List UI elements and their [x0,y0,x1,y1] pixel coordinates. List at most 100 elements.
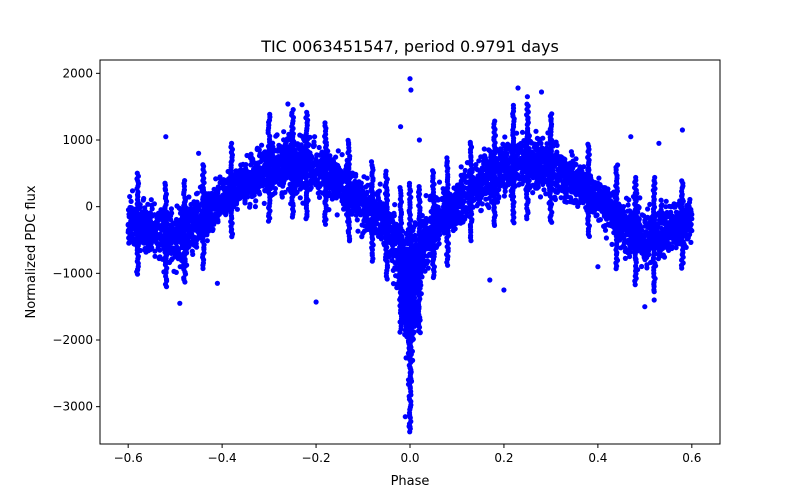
data-point [297,167,303,174]
data-point [143,236,150,242]
data-point [248,162,254,168]
data-point [455,216,461,222]
data-point [439,195,445,202]
data-point [568,195,574,201]
data-point [276,173,282,179]
data-point [213,217,219,223]
data-point [601,224,607,230]
data-point [314,152,320,158]
data-point [637,195,643,201]
data-point [216,197,222,203]
data-point [558,195,564,201]
data-point [645,206,651,212]
data-point [194,218,200,224]
data-point [335,148,341,154]
data-point [505,165,511,171]
data-point [663,214,669,221]
data-point [330,167,336,173]
data-point [359,234,365,240]
data-point [359,222,365,228]
data-point [234,206,240,212]
data-point [625,208,631,214]
data-point [190,237,196,243]
data-point [543,191,549,197]
data-point [644,243,650,249]
data-point [261,150,267,156]
data-point [597,183,604,189]
data-point [519,129,526,135]
data-point [533,128,539,134]
data-point [168,257,175,263]
data-point [261,154,267,160]
data-point [390,247,396,253]
data-point [479,201,485,207]
data-point [462,167,468,174]
data-point [127,239,133,245]
data-point [539,159,545,165]
data-point [378,234,384,240]
data-point [688,239,694,245]
data-point [218,205,224,211]
data-point [663,198,669,204]
data-point [639,263,645,270]
data-point [189,231,195,237]
data-point [655,256,662,262]
data-point [486,204,492,211]
data-point [453,193,459,200]
data-point [581,164,587,170]
data-point [253,161,259,168]
data-point [671,227,678,234]
data-point [502,134,508,140]
data-point [570,165,576,171]
data-point [659,219,665,225]
data-point [591,184,597,190]
data-point [686,199,693,205]
data-point [177,264,183,270]
data-point [295,161,301,167]
data-point [129,188,136,194]
data-point [204,238,210,244]
data-point [360,190,367,196]
data-point [286,131,292,137]
data-point [314,182,320,188]
data-point [519,173,526,179]
data-point [392,241,398,247]
data-point [600,189,606,195]
data-point [473,176,480,182]
data-point [534,179,540,185]
data-point [481,146,487,152]
data-point [686,220,692,226]
data-point [247,201,253,207]
data-point [357,198,363,204]
data-point [596,175,602,181]
data-point [249,157,255,163]
data-point [238,162,244,168]
data-point [627,253,633,260]
data-point [272,186,278,192]
data-point [603,235,610,241]
data-point [453,200,459,206]
data-point [606,196,612,202]
data-point [609,190,615,197]
data-point [646,248,652,254]
data-point [485,182,491,188]
data-point [154,215,160,221]
data-point [625,202,631,208]
data-point [424,231,431,237]
data-point [172,233,178,239]
data-point [297,195,303,201]
data-point [389,257,395,264]
data-point [620,243,627,249]
data-point [279,190,285,196]
data-point [452,221,458,227]
data-point [621,223,627,229]
data-point [174,203,180,209]
data-point [596,217,602,223]
data-point [141,195,147,202]
data-point [355,182,361,188]
data-point [578,197,584,203]
data-point [280,168,286,174]
data-point [577,166,583,172]
data-point [240,184,246,190]
data-point [168,206,174,212]
